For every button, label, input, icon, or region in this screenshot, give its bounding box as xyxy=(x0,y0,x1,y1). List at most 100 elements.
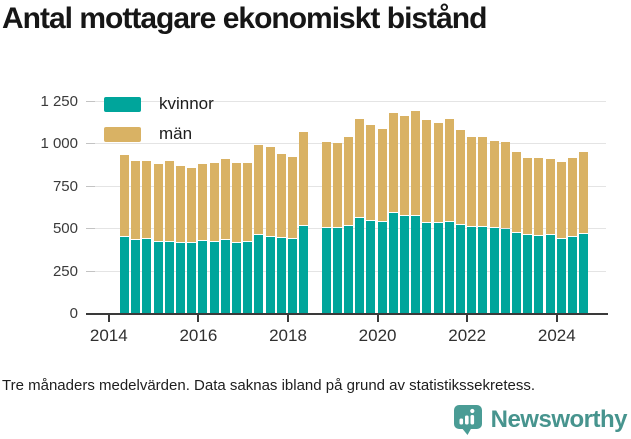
x-axis-tick xyxy=(466,315,469,322)
y-axis-label: 0 xyxy=(69,305,78,322)
bar-segment-man-2015-Q2 xyxy=(164,161,174,241)
chart-footnote: Tre månaders medelvärden. Data saknas ib… xyxy=(2,377,536,394)
bar-segment-man-2023-Q3 xyxy=(534,158,544,236)
bar-segment-man-2015-Q4 xyxy=(187,167,197,242)
bar-segment-man-2020-Q1 xyxy=(377,128,387,222)
bar-segment-man-2019-Q1 xyxy=(332,143,342,228)
y-axis-tick xyxy=(86,100,95,102)
bar-segment-man-2023-Q4 xyxy=(545,159,555,234)
bar-segment-man-2017-Q4 xyxy=(276,154,286,238)
bar-segment-kvinnor-2024-Q3 xyxy=(579,233,589,313)
bar-segment-man-2015-Q3 xyxy=(176,166,185,242)
bar-segment-kvinnor-2017-Q1 xyxy=(243,241,253,313)
x-axis-label: 2014 xyxy=(89,326,128,345)
bar-segment-man-2018-Q2 xyxy=(299,132,309,225)
x-axis-tick xyxy=(555,315,558,322)
bar-segment-man-2018-Q4 xyxy=(321,142,331,228)
bar-segment-kvinnor-2018-Q4 xyxy=(321,228,331,313)
bar-segment-kvinnor-2022-Q3 xyxy=(489,228,499,313)
x-axis-tick xyxy=(107,315,110,322)
bar-segment-kvinnor-2024-Q2 xyxy=(568,236,577,313)
brand-logo: Newsworthy xyxy=(453,404,628,436)
bar-segment-kvinnor-2021-Q3 xyxy=(444,222,454,313)
bar-segment-kvinnor-2016-Q4 xyxy=(232,242,241,313)
bar-segment-kvinnor-2020-Q4 xyxy=(411,216,421,313)
bar-segment-kvinnor-2023-Q2 xyxy=(523,234,533,313)
bar-segment-man-2022-Q2 xyxy=(478,137,488,227)
bar-segment-man-2014-Q2 xyxy=(120,155,129,236)
bar-segment-kvinnor-2015-Q4 xyxy=(187,242,197,313)
bar-segment-man-2017-Q2 xyxy=(254,144,264,234)
y-gridline xyxy=(95,100,606,102)
bar-segment-man-2024-Q2 xyxy=(568,158,577,236)
bar-chart-pin-icon xyxy=(453,404,483,436)
bar-segment-kvinnor-2014-Q4 xyxy=(142,239,152,313)
bar-segment-kvinnor-2016-Q1 xyxy=(198,240,208,313)
bar-segment-kvinnor-2015-Q3 xyxy=(176,242,185,313)
bar-segment-man-2017-Q1 xyxy=(243,162,253,241)
bar-segment-kvinnor-2017-Q3 xyxy=(265,236,275,313)
bar-segment-man-2020-Q3 xyxy=(400,116,409,216)
bar-segment-kvinnor-2017-Q2 xyxy=(254,234,264,313)
bar-segment-man-2021-Q4 xyxy=(456,129,465,225)
bar-segment-man-2023-Q1 xyxy=(512,152,521,232)
x-axis-tick xyxy=(376,315,379,322)
x-axis-label: 2018 xyxy=(269,326,307,345)
y-axis-tick xyxy=(86,185,95,187)
x-axis-label: 2016 xyxy=(179,326,218,345)
legend-label-man: män xyxy=(159,124,193,143)
bar-segment-man-2019-Q3 xyxy=(355,118,365,217)
bar-segment-man-2020-Q4 xyxy=(411,110,421,216)
bar-segment-kvinnor-2023-Q4 xyxy=(545,234,555,313)
bar-segment-kvinnor-2014-Q2 xyxy=(120,236,129,313)
bar-segment-man-2019-Q4 xyxy=(366,124,376,221)
bar-segment-kvinnor-2022-Q1 xyxy=(467,227,477,313)
bar-segment-kvinnor-2019-Q1 xyxy=(332,228,342,313)
bar-segment-kvinnor-2023-Q1 xyxy=(512,232,521,313)
bar-segment-kvinnor-2016-Q2 xyxy=(209,241,219,313)
bar-segment-kvinnor-2014-Q3 xyxy=(131,240,141,313)
x-axis-label: 2020 xyxy=(358,326,397,345)
bar-segment-kvinnor-2024-Q1 xyxy=(556,238,566,313)
bar-segment-kvinnor-2023-Q3 xyxy=(534,236,544,313)
x-axis-tick xyxy=(287,315,289,322)
y-axis-label: 500 xyxy=(52,220,78,238)
bar-segment-kvinnor-2022-Q4 xyxy=(500,228,510,313)
legend-swatch-kvinnor xyxy=(104,96,141,112)
bar-segment-man-2024-Q1 xyxy=(556,162,566,238)
y-axis-tick xyxy=(86,270,95,272)
bar-segment-man-2015-Q1 xyxy=(153,163,163,241)
bar-segment-man-2021-Q1 xyxy=(422,120,432,222)
y-axis-label: 750 xyxy=(52,177,78,195)
legend-item-kvinnor: kvinnor xyxy=(104,94,214,114)
bar-segment-kvinnor-2021-Q2 xyxy=(433,222,443,313)
bar-segment-kvinnor-2021-Q1 xyxy=(422,222,432,313)
bar-segment-kvinnor-2019-Q3 xyxy=(355,217,365,313)
bar-segment-kvinnor-2021-Q4 xyxy=(456,225,465,313)
legend-item-man: män xyxy=(104,124,214,144)
bar-segment-kvinnor-2016-Q3 xyxy=(220,240,230,313)
bar-segment-man-2021-Q3 xyxy=(444,119,454,222)
bar-segment-kvinnor-2020-Q2 xyxy=(388,212,398,313)
bar-segment-man-2016-Q2 xyxy=(209,162,219,241)
x-axis-line xyxy=(86,313,608,315)
bar-segment-man-2014-Q3 xyxy=(131,161,141,239)
bar-segment-kvinnor-2018-Q2 xyxy=(299,225,309,313)
bar-segment-kvinnor-2015-Q2 xyxy=(164,241,174,313)
bar-segment-man-2019-Q2 xyxy=(344,137,353,226)
bar-segment-man-2017-Q3 xyxy=(265,146,275,236)
chart-title: Antal mottagare ekonomiskt bistånd xyxy=(2,2,487,35)
chart-legend: kvinnor män xyxy=(104,94,214,154)
brand-name: Newsworthy xyxy=(490,406,628,433)
y-axis-label: 1 250 xyxy=(40,92,78,110)
bar-segment-kvinnor-2019-Q4 xyxy=(366,221,376,313)
legend-label-kvinnor: kvinnor xyxy=(159,94,214,113)
y-axis-tick xyxy=(86,228,95,230)
bar-segment-kvinnor-2019-Q2 xyxy=(344,226,353,313)
bar-segment-man-2016-Q4 xyxy=(232,162,241,242)
bar-segment-man-2021-Q2 xyxy=(433,122,443,222)
bar-segment-kvinnor-2018-Q1 xyxy=(288,239,297,313)
y-axis-label: 1 000 xyxy=(40,135,78,153)
y-axis-label: 250 xyxy=(52,262,78,280)
